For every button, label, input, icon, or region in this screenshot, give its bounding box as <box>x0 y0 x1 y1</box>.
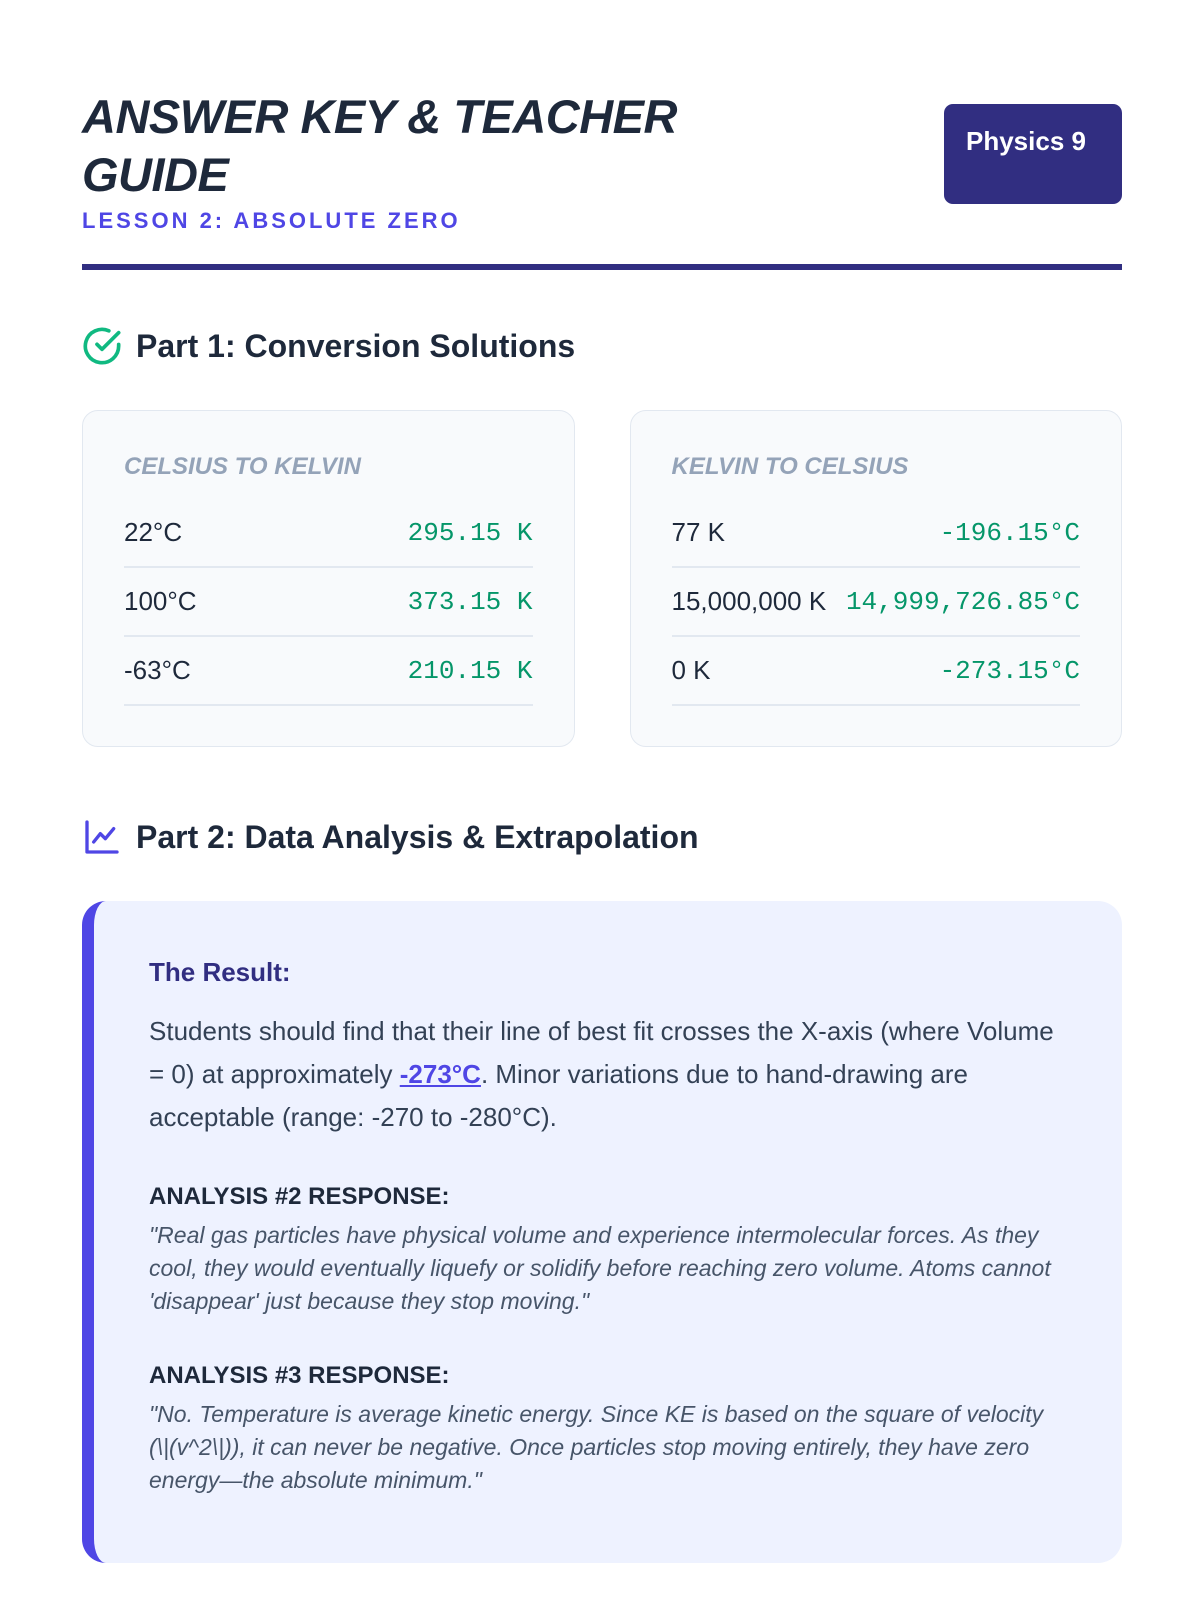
divider <box>82 264 1122 270</box>
title: ANSWER KEY & TEACHER GUIDE <box>82 90 677 201</box>
input: 0 K <box>671 655 711 685</box>
highlight: -273°C <box>399 1059 481 1089</box>
input: -63°C <box>124 655 191 685</box>
response-label: ANALYSIS #2 RESPONSE: <box>149 1183 450 1210</box>
section-heading: Part 2: Data Analysis & Extrapolation <box>82 817 1122 857</box>
badge: Physics 9 <box>944 104 1122 204</box>
output: 14,999,726.85°C <box>845 586 1080 617</box>
output: 295.15 K <box>407 517 533 548</box>
row: 15,000,000 K 14,999,726.85°C <box>671 568 1080 637</box>
result-label: The Result: <box>149 957 291 987</box>
text: . Minor variations due to hand-drawing a… <box>149 1059 968 1132</box>
response-text: "Real gas particles have physical volume… <box>149 1222 1051 1314</box>
result-text: Students should find that their line of … <box>149 1010 1062 1139</box>
output: 210.15 K <box>407 655 533 686</box>
output: -273.15°C <box>939 655 1080 686</box>
card-title: KELVIN TO CELSIUS <box>671 453 909 480</box>
row: -63°C 210.15 K <box>124 637 533 706</box>
header: ANSWER KEY & TEACHER GUIDE LESSON 2: ABS… <box>82 88 1122 234</box>
input: 77 K <box>671 517 726 547</box>
section-heading: Part 1: Conversion Solutions <box>82 326 1122 366</box>
input: 22°C <box>124 517 183 547</box>
input: 100°C <box>124 586 197 616</box>
row: 22°C 295.15 K <box>124 499 533 568</box>
conversion-card: KELVIN TO CELSIUS 77 K -196.15°C 15,000,0… <box>629 410 1122 747</box>
row: 0 K -273.15°C <box>671 637 1080 706</box>
text: Students should find that their line of … <box>149 1016 1054 1089</box>
heading-text: Part 1: Conversion Solutions <box>136 327 576 364</box>
conversion-card: CELSIUS TO KELVIN 22°C 295.15 K 100°C 373.… <box>82 410 575 747</box>
response-text: "No. Temperature is average kinetic ener… <box>149 1401 1044 1493</box>
response-label: ANALYSIS #3 RESPONSE: <box>149 1362 450 1389</box>
output: -196.15°C <box>939 517 1080 548</box>
row: 100°C 373.15 K <box>124 568 533 637</box>
input: 15,000,000 K <box>671 586 827 616</box>
title-block: ANSWER KEY & TEACHER GUIDE LESSON 2: ABS… <box>82 88 802 234</box>
conversion-cards: CELSIUS TO KELVIN 22°C 295.15 K 100°C 373.… <box>82 410 1122 747</box>
heading-text: Part 2: Data Analysis & Extrapolation <box>136 818 699 855</box>
chart-icon <box>85 820 119 854</box>
output: 373.15 K <box>407 586 533 617</box>
check-icon <box>83 327 121 365</box>
result-box: The Result: Students should find that th… <box>82 901 1122 1563</box>
card-title: CELSIUS TO KELVIN <box>124 453 361 480</box>
row: 77 K -196.15°C <box>671 499 1080 568</box>
subtitle: LESSON 2: ABSOLUTE ZERO <box>82 208 461 233</box>
